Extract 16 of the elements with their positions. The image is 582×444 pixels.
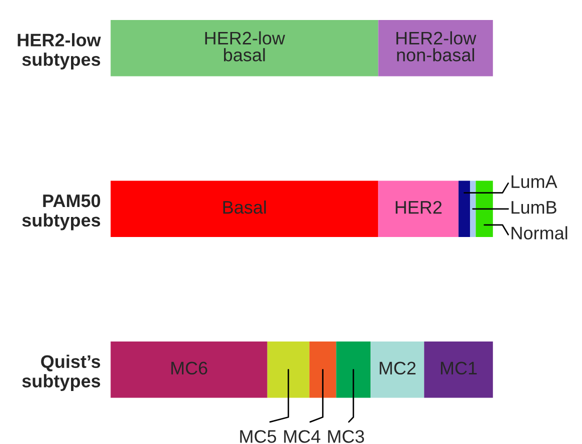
series-label: HER2 [396, 200, 442, 214]
series-label: Normal [512, 226, 568, 240]
series-label: MC5 [240, 430, 276, 443]
series-label: MC2 [380, 362, 416, 375]
series-label: HER2-low non-basal [396, 31, 476, 62]
series-label: LumB [512, 201, 556, 214]
series-label: MC4 [284, 430, 320, 443]
y-tick-label: HER2-low subtypes [18, 33, 101, 70]
series-label: MC1 [440, 362, 477, 375]
y-tick-label: Quist’s subtypes [22, 354, 100, 392]
series-label: HER2-low basal [205, 31, 286, 62]
text: LumA [512, 175, 558, 188]
series-label: MC6 [171, 362, 208, 375]
series-label: MC3 [328, 430, 364, 443]
series-label: Basal [223, 200, 266, 214]
y-tick-label: PAM50 subtypes [22, 194, 100, 230]
